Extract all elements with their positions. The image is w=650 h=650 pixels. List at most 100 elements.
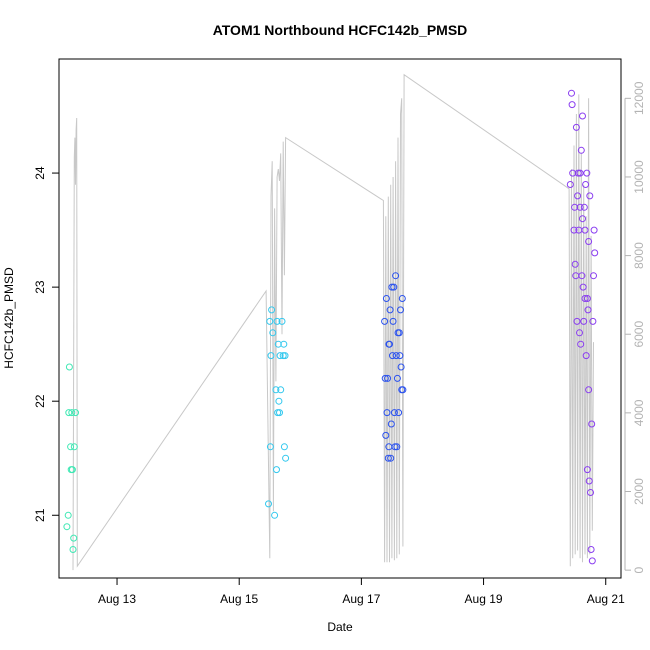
data-point-series-3-41 [581,226,589,234]
data-point-series-1-2 [266,443,274,451]
data-point-series-2-11 [387,420,395,428]
data-point-series-3-19 [579,283,587,291]
data-point-series-1-19 [282,454,290,462]
data-point-series-1-16 [278,317,286,325]
data-point-series-2-5 [384,374,392,382]
data-point-series-1-15 [277,386,285,394]
data-point-series-0-3 [65,363,73,371]
y-tick-label-2: 23 [33,280,47,294]
chart-title: ATOM1 Northbound HCFC142b_PMSD [213,22,468,38]
data-point-series-2-24 [395,329,403,337]
data-point-series-3-8 [572,123,580,131]
data-point-series-3-29 [585,477,593,485]
data-point-series-0-0 [63,523,71,531]
data-point-series-2-6 [384,454,392,462]
data-point-series-0-4 [67,443,75,451]
data-point-series-3-36 [590,272,597,280]
data-point-series-1-20 [280,340,288,348]
x-tick-label-2: Aug 17 [342,592,380,606]
data-point-series-3-28 [585,386,593,394]
data-point-series-3-10 [574,192,582,200]
data-point-series-0-6 [68,409,76,417]
data-point-series-3-15 [577,340,585,348]
y2-tick-label-3: 6000 [632,321,646,348]
x-tick-label-3: Aug 19 [465,592,503,606]
data-point-series-3-38 [591,249,599,257]
y2-tick-label-0: 0 [632,566,646,573]
y-axis-label: HCFC142b_PMSD [2,267,16,369]
x-tick-label-1: Aug 15 [220,592,258,606]
data-point-series-3-26 [583,466,591,474]
data-point-series-3-37 [590,226,598,234]
data-point-series-3-13 [576,329,583,337]
data-point-series-2-16 [390,409,398,417]
data-point-series-3-23 [582,181,590,188]
data-point-series-0-11 [72,409,79,417]
data-point-series-3-1 [568,89,575,97]
data-point-series-3-20 [580,317,588,325]
data-point-series-3-4 [570,226,578,234]
data-point-series-1-1 [266,317,274,325]
data-point-series-1-0 [265,500,272,508]
data-point-series-2-2 [382,431,390,439]
y2-tick-label-6: 12000 [632,81,646,115]
data-point-series-2-29 [398,295,406,302]
data-point-series-2-23 [395,409,403,417]
data-point-series-2-13 [389,352,396,360]
data-point-series-3-33 [588,420,596,428]
data-point-series-2-14 [389,317,397,325]
data-point-series-2-4 [383,409,391,417]
data-point-series-2-19 [392,352,400,360]
data-point-series-0-7 [68,466,76,474]
data-point-series-1-18 [280,443,288,451]
y-tick-label-3: 24 [33,166,47,180]
y2-tick-label-5: 10000 [632,160,646,194]
plot-frame [58,58,622,579]
data-point-series-2-0 [381,317,389,325]
data-point-series-0-9 [70,534,78,542]
y-tick-label-0: 21 [33,508,47,522]
x-tick-label-0: Aug 13 [98,592,136,606]
data-point-series-3-6 [571,260,579,268]
data-point-series-2-25 [396,352,404,360]
data-point-series-1-6 [271,511,279,519]
data-point-series-1-9 [273,317,281,325]
data-point-series-3-42 [585,238,593,245]
data-point-series-3-25 [583,169,591,177]
data-point-series-2-30 [399,386,407,394]
data-point-series-2-27 [397,363,405,371]
data-point-series-0-10 [70,443,78,451]
data-point-series-3-24 [582,352,590,360]
data-point-series-2-26 [397,306,404,314]
data-point-series-2-9 [386,306,394,314]
data-point-series-3-16 [577,146,585,154]
data-point-series-2-15 [390,283,398,291]
x-axis-label: Date [327,620,353,634]
data-point-series-3-14 [576,169,584,177]
data-point-series-3-34 [588,557,596,565]
data-point-series-3-2 [568,101,576,109]
data-point-series-3-27 [584,306,592,314]
data-point-series-0-1 [64,511,72,519]
data-point-series-1-21 [281,352,289,360]
data-point-series-3-11 [574,169,582,177]
data-point-series-3-9 [573,317,581,325]
data-point-series-3-40 [579,215,586,223]
data-point-series-1-8 [273,466,280,474]
data-point-series-2-3 [382,295,390,302]
y-tick-label-1: 22 [33,394,47,408]
x-tick-label-4: Aug 21 [587,592,625,606]
data-point-series-2-1 [381,374,389,382]
data-point-series-0-8 [69,546,77,553]
data-point-series-2-18 [392,272,400,280]
data-point-series-2-21 [393,374,401,382]
y2-tick-label-2: 4000 [632,399,646,426]
y2-tick-label-4: 8000 [632,242,646,269]
data-point-series-3-43 [576,203,584,211]
data-point-series-3-32 [587,546,595,553]
data-point-series-3-21 [580,203,588,211]
data-point-series-3-17 [578,272,586,280]
data-point-series-1-7 [272,386,280,394]
y2-tick-label-1: 2000 [632,478,646,505]
data-point-series-1-4 [268,306,276,314]
